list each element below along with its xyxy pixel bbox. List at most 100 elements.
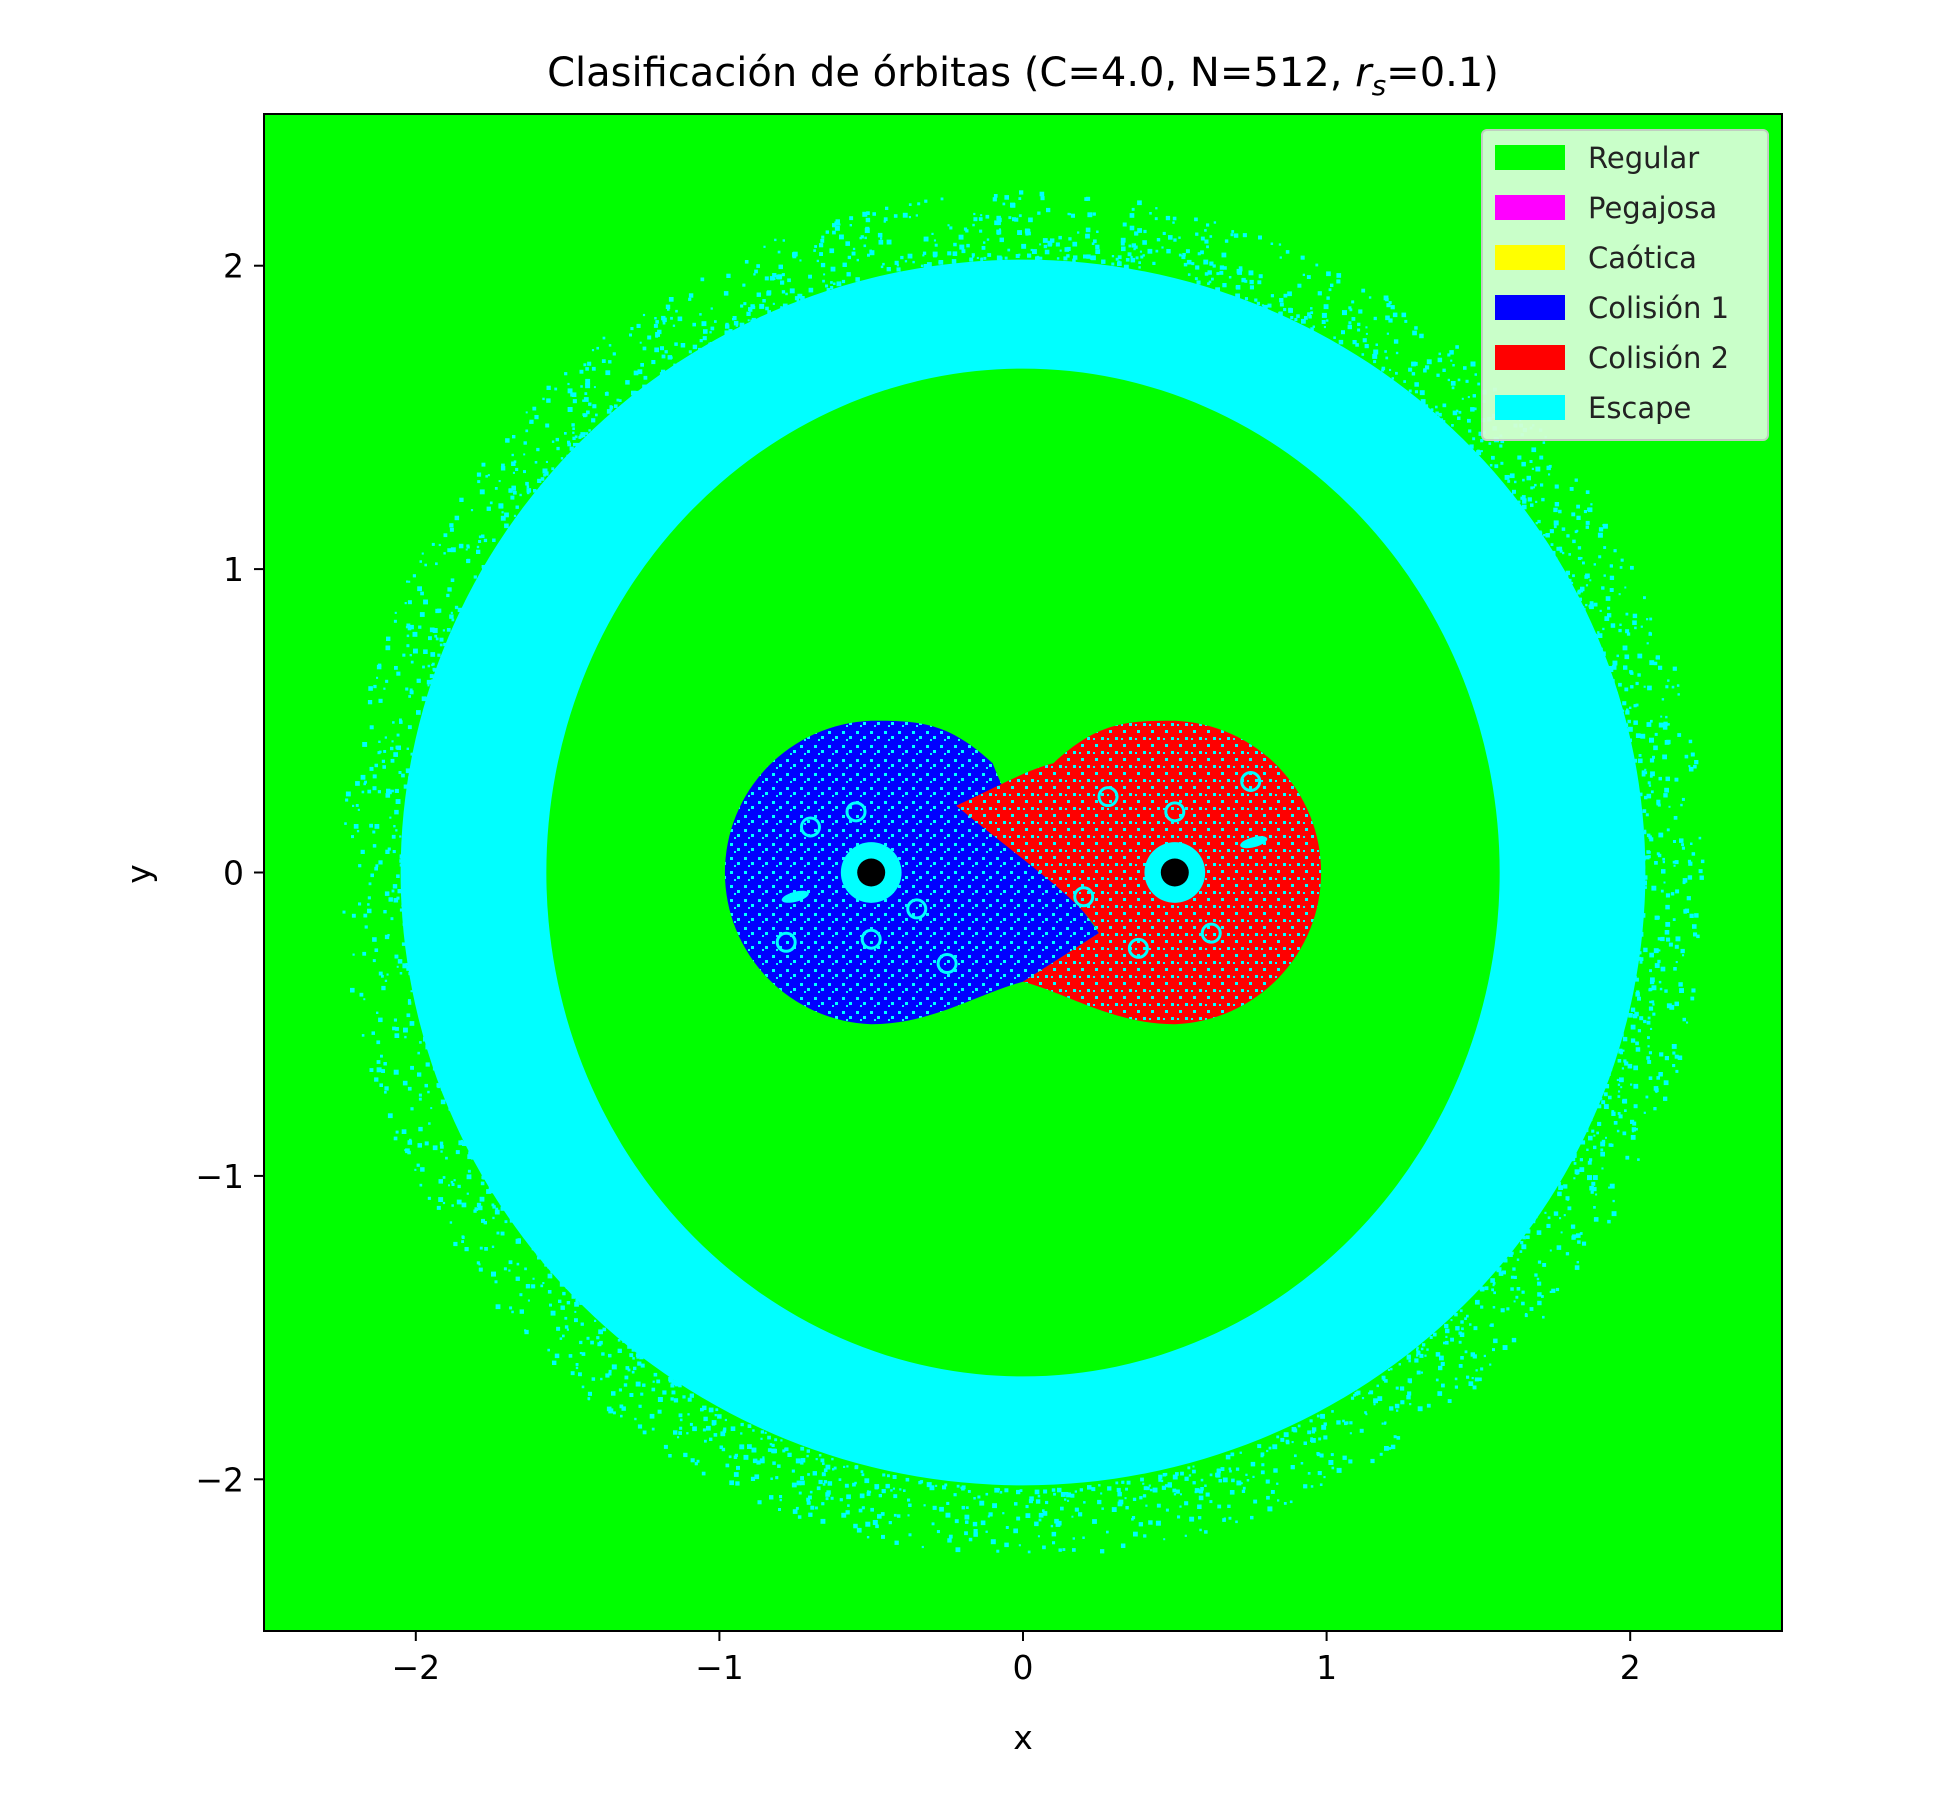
scatter-speck [800, 296, 805, 301]
scatter-speck [554, 387, 558, 391]
scatter-speck [882, 1473, 886, 1477]
scatter-speck [430, 652, 436, 657]
scatter-speck [1521, 1301, 1525, 1306]
scatter-speck [500, 1231, 505, 1236]
scatter-speck [1376, 1384, 1379, 1388]
scatter-speck [596, 1336, 600, 1340]
scatter-speck [587, 1391, 592, 1396]
scatter-speck [574, 1318, 578, 1323]
scatter-speck [985, 1492, 989, 1496]
scatter-speck [409, 688, 413, 692]
scatter-speck [1143, 229, 1147, 234]
scatter-speck [1517, 455, 1522, 460]
scatter-speck [1633, 1014, 1638, 1019]
scatter-speck [1164, 1484, 1168, 1488]
scatter-speck [1384, 1446, 1387, 1450]
basin-ring [775, 931, 797, 953]
scatter-speck [1095, 249, 1101, 254]
scatter-speck [1666, 828, 1670, 832]
scatter-speck [1270, 1490, 1275, 1494]
scatter-speck [1455, 409, 1459, 413]
scatter-speck [992, 197, 997, 202]
scatter-speck [371, 1031, 375, 1035]
scatter-speck [830, 266, 836, 272]
scatter-speck [1595, 1193, 1598, 1196]
scatter-speck [907, 253, 913, 259]
scatter-speck [985, 1530, 988, 1533]
scatter-speck [1228, 1516, 1232, 1520]
scatter-speck [367, 908, 372, 914]
scatter-speck [1409, 1403, 1412, 1406]
scatter-speck [963, 227, 968, 231]
scatter-speck [947, 1538, 952, 1543]
scatter-speck [1630, 685, 1634, 689]
scatter-speck [722, 1429, 726, 1433]
scatter-speck [885, 206, 889, 210]
scatter-speck [706, 1425, 711, 1431]
scatter-speck [1507, 480, 1511, 483]
scatter-speck [526, 485, 530, 488]
scatter-speck [1624, 1061, 1629, 1066]
scatter-speck [1540, 483, 1544, 487]
scatter-speck [690, 1458, 695, 1463]
scatter-speck [662, 1390, 667, 1395]
scatter-speck [1107, 1486, 1112, 1491]
scatter-speck [395, 1027, 399, 1031]
scatter-speck [1529, 1307, 1534, 1311]
scatter-speck [410, 660, 414, 664]
scatter-speck [1278, 311, 1283, 316]
scatter-speck [1195, 265, 1200, 270]
scatter-speck [1457, 378, 1461, 382]
scatter-speck [823, 273, 826, 276]
scatter-speck [785, 292, 788, 296]
scatter-speck [1633, 1083, 1639, 1089]
scatter-speck [439, 637, 444, 642]
scatter-speck [1019, 190, 1024, 195]
scatter-speck [1321, 320, 1326, 324]
scatter-speck [1239, 1451, 1242, 1454]
scatter-speck [1597, 631, 1600, 634]
scatter-speck [818, 1479, 823, 1485]
scatter-speck [649, 1413, 655, 1419]
scatter-speck [1047, 242, 1052, 247]
scatter-speck [406, 644, 410, 648]
scatter-speck [1575, 1172, 1579, 1175]
scatter-speck [525, 411, 528, 414]
scatter-speck [1603, 1092, 1608, 1097]
scatter-speck [1543, 534, 1546, 537]
scatter-speck [602, 1327, 607, 1332]
scatter-speck [829, 248, 835, 254]
scatter-speck [353, 824, 359, 829]
scatter-speck [1059, 249, 1062, 252]
scatter-speck [996, 215, 1001, 221]
scatter-speck [1660, 715, 1663, 718]
scatter-speck [1662, 754, 1667, 760]
scatter-speck [733, 1455, 738, 1459]
scatter-speck [747, 1444, 752, 1449]
scatter-speck [1142, 254, 1145, 257]
primary-1-marker [857, 858, 886, 887]
scatter-speck [863, 244, 867, 248]
scatter-speck [1630, 1135, 1636, 1140]
scatter-speck [1625, 1155, 1630, 1160]
scatter-speck [782, 303, 788, 309]
scatter-speck [1649, 774, 1653, 778]
scatter-speck [560, 457, 564, 460]
scatter-speck [1004, 195, 1009, 200]
scatter-speck [1303, 1484, 1308, 1489]
scatter-speck [1656, 1076, 1660, 1080]
scatter-speck [454, 605, 459, 610]
scatter-speck [777, 1464, 781, 1468]
scatter-speck [714, 1414, 717, 1417]
scatter-speck [1622, 701, 1627, 706]
scatter-speck [524, 1329, 529, 1335]
scatter-speck [1092, 212, 1096, 216]
scatter-speck [374, 1077, 379, 1082]
scatter-speck [1037, 211, 1041, 215]
scatter-speck [579, 369, 584, 374]
scatter-speck [1172, 1474, 1178, 1480]
scatter-speck [1015, 254, 1020, 258]
scatter-speck [1471, 1377, 1474, 1380]
scatter-speck [1600, 1141, 1606, 1147]
